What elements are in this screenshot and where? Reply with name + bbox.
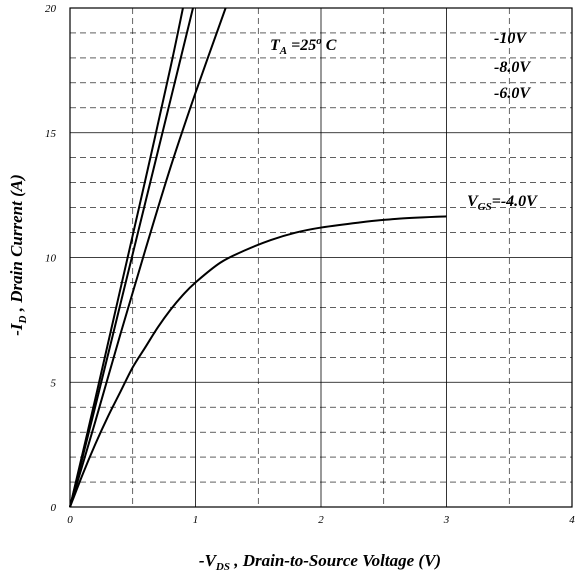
vgs-10v-label: -10V (494, 30, 527, 47)
x-axis-label: -VDS , Drain-to-Source Voltage (V) (199, 551, 441, 573)
plot-frame (69, 7, 573, 508)
y-axis-label: -ID , Drain Current (A) (7, 174, 29, 335)
y-tick-label: 15 (45, 128, 57, 140)
vgs-4v-label: VGS=-4.0V (467, 193, 538, 213)
temperature-annotation: TA =25o C (270, 35, 337, 57)
x-tick-label: 3 (443, 514, 450, 526)
x-tick-label: 1 (193, 514, 199, 526)
x-tick-label: 0 (67, 514, 73, 526)
y-tick-label: 0 (51, 502, 57, 514)
y-tick-label: 5 (51, 377, 57, 389)
series-line (69, 7, 194, 508)
vgs-6v-label: -6.0V (494, 85, 531, 102)
series-line (69, 215, 447, 508)
series-line (69, 7, 227, 508)
vgs-8v-label: -8.0V (494, 59, 531, 76)
y-tick-label: 10 (45, 253, 57, 265)
x-tick-label: 4 (569, 514, 575, 526)
tick-labels: 0 1 2 3 4 0 5 10 15 20 (45, 3, 575, 526)
y-tick-label: 20 (45, 3, 57, 15)
series-line (69, 7, 184, 508)
x-tick-label: 2 (318, 514, 324, 526)
series-group (69, 7, 447, 508)
grid (70, 8, 572, 507)
